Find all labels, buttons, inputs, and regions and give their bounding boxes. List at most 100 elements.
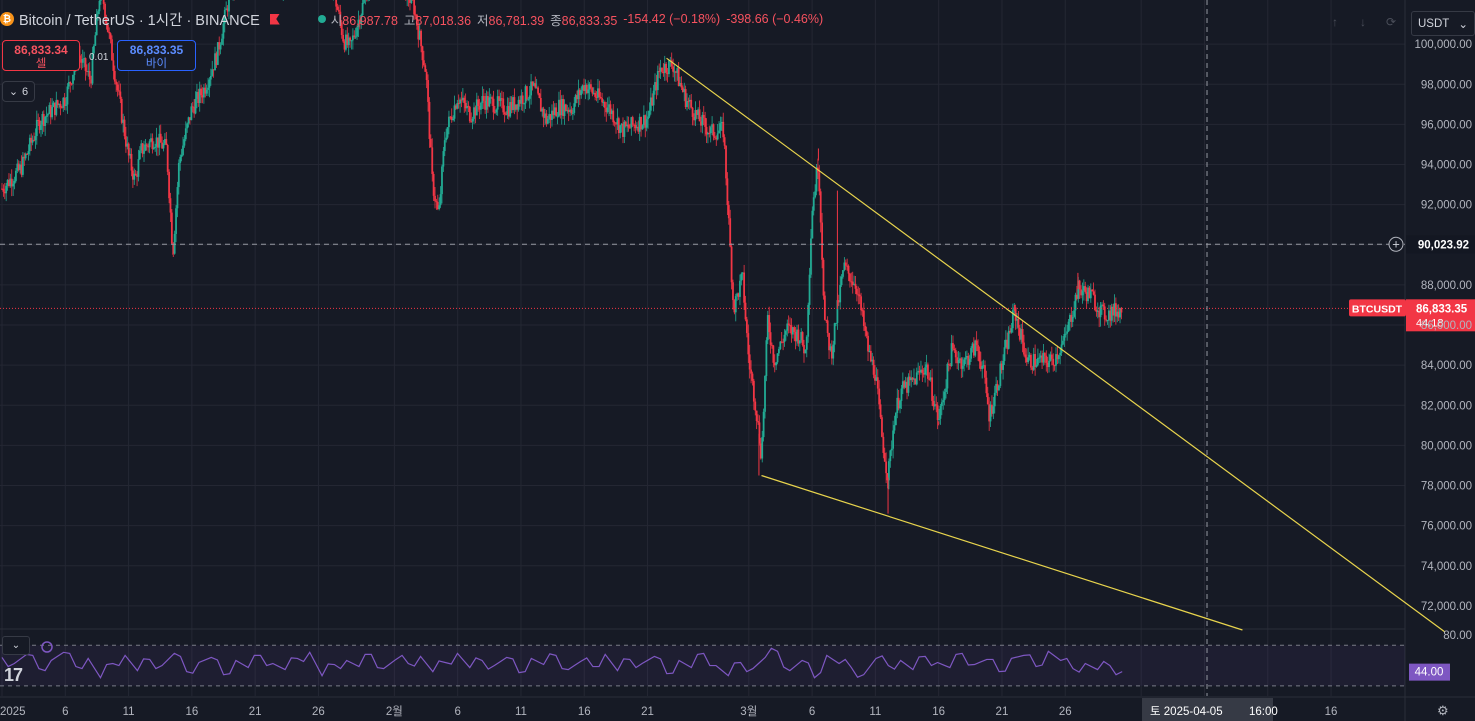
candle-body xyxy=(560,99,563,116)
candle-body xyxy=(363,0,365,3)
candle-body xyxy=(544,113,546,118)
candle-body xyxy=(109,33,112,40)
tradingview-logo-icon[interactable]: 17 xyxy=(4,665,23,685)
candle-body xyxy=(758,422,761,444)
candle-body xyxy=(1025,357,1028,363)
candle-body xyxy=(961,365,964,369)
currency-select[interactable]: USDT ⌄ xyxy=(1411,11,1475,36)
candle-body xyxy=(460,99,463,101)
candle-body xyxy=(92,45,95,54)
gear-icon[interactable]: ⚙ xyxy=(1437,703,1449,718)
candle-body xyxy=(1099,305,1102,318)
candle-body xyxy=(842,270,844,277)
flag-icon[interactable] xyxy=(269,13,280,25)
candle-body xyxy=(687,101,690,103)
candle-body xyxy=(456,103,459,109)
candle-body xyxy=(757,421,759,423)
candle-body xyxy=(421,46,424,61)
candle-body xyxy=(811,210,814,239)
candle-body xyxy=(205,89,208,94)
time-tick-label: 16 xyxy=(932,706,945,718)
symbol-title[interactable]: Bitcoin / TetherUS · 1시간 · BINANCE xyxy=(19,12,260,29)
low-key: 저 xyxy=(477,13,489,28)
candle-body xyxy=(40,124,42,130)
sell-button[interactable]: 86,833.34 셀 xyxy=(2,40,80,71)
candle-body xyxy=(416,14,418,26)
rsi-tick-label: 80.00 xyxy=(1443,630,1472,642)
candle-body xyxy=(690,99,693,108)
candle-body xyxy=(645,119,648,128)
rsi-collapse-button[interactable]: ⌄ xyxy=(2,636,30,655)
refresh-icon[interactable]: ⟳ xyxy=(1385,15,1397,29)
candle-body xyxy=(215,53,218,65)
candle-body xyxy=(677,68,680,87)
candle-body xyxy=(105,18,108,25)
arrow-down-icon[interactable]: ↓ xyxy=(1360,15,1366,29)
candle-body xyxy=(924,367,927,375)
candles xyxy=(1,0,1123,514)
candle-body xyxy=(477,99,480,107)
candle-body xyxy=(410,0,413,3)
candle-body xyxy=(591,88,594,94)
time-tick-label: 6 xyxy=(62,706,68,718)
candle-body xyxy=(1027,357,1030,363)
candle-body xyxy=(8,179,10,187)
candle-body xyxy=(791,327,794,335)
time-tick-label: 21 xyxy=(996,706,1009,718)
chart-header: ₿ Bitcoin / TetherUS · 1시간 · BINANCE 시86… xyxy=(0,8,823,30)
candle-body xyxy=(704,117,707,127)
candle-body xyxy=(801,332,804,345)
candle-body xyxy=(67,82,70,87)
candle-body xyxy=(496,96,499,110)
candle-body xyxy=(445,137,448,141)
indicators-toggle-button[interactable]: ⌄ 6 xyxy=(2,81,35,102)
candle-body xyxy=(225,8,228,10)
candle-body xyxy=(741,272,744,274)
candle-body xyxy=(701,114,704,126)
trendline-lower xyxy=(761,474,1243,631)
candle-body xyxy=(663,63,666,74)
candle-body xyxy=(485,96,488,110)
candle-body xyxy=(152,147,155,149)
rsi-band xyxy=(0,645,1405,686)
buy-button[interactable]: 86,833.35 바이 xyxy=(117,40,196,71)
candle-body xyxy=(725,145,727,179)
arrow-up-icon[interactable]: ↑ xyxy=(1332,15,1338,29)
add-alert-icon[interactable] xyxy=(1388,236,1404,252)
rsi-current-value: 44.00 xyxy=(1415,667,1444,679)
candle-body xyxy=(766,315,769,341)
candle-body xyxy=(644,115,647,128)
candle-body xyxy=(894,412,897,426)
candle-body xyxy=(1067,321,1070,332)
candle-body xyxy=(104,3,106,19)
candle-body xyxy=(982,365,985,367)
candle-body xyxy=(622,123,624,137)
candle-body xyxy=(917,370,920,373)
candle-body xyxy=(122,119,125,123)
candle-body xyxy=(9,178,12,187)
candle-body xyxy=(775,362,778,366)
candle-body xyxy=(610,110,613,114)
candle-body xyxy=(21,156,24,175)
candle-body xyxy=(145,144,148,146)
candle-body xyxy=(517,99,520,110)
candle-body xyxy=(978,351,981,362)
candle-body xyxy=(478,106,481,110)
candle-body xyxy=(65,104,67,106)
candle-body xyxy=(617,118,620,134)
candle-body xyxy=(1048,360,1050,368)
candle-body xyxy=(1092,291,1095,295)
candle-body xyxy=(956,357,959,364)
candle-body xyxy=(649,97,652,111)
candle-body xyxy=(131,170,134,180)
candle-body xyxy=(10,178,13,187)
candle-body xyxy=(111,39,113,61)
candle-body xyxy=(226,8,229,12)
candle-body xyxy=(1050,354,1053,359)
candle-body xyxy=(737,293,740,297)
candle-body xyxy=(481,96,484,103)
candle-body xyxy=(1073,310,1076,317)
candle-body xyxy=(875,377,878,381)
candle-body xyxy=(935,404,938,406)
